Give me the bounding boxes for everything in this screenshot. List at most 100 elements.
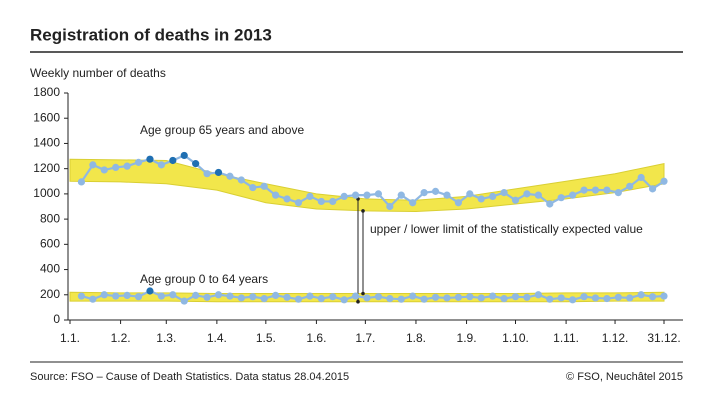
- data-point: [386, 202, 394, 211]
- data-point: [431, 293, 440, 301]
- data-point: [409, 199, 417, 207]
- copyright: © FSO, Neuchâtel 2015: [566, 371, 683, 383]
- data-point: [283, 195, 291, 203]
- data-point: [214, 291, 223, 299]
- data-point: [523, 190, 531, 198]
- data-point: [374, 190, 383, 198]
- x-tick-label: 1.5.: [256, 331, 276, 345]
- data-point: [260, 294, 268, 303]
- data-point: [100, 291, 108, 299]
- data-point: [614, 293, 622, 301]
- data-point: [569, 296, 577, 304]
- data-point: [648, 293, 657, 301]
- data-point: [214, 168, 223, 177]
- data-point: [306, 292, 314, 300]
- data-point: [157, 161, 165, 169]
- chart-title: Registration of deaths in 2013: [30, 25, 272, 44]
- data-point: [123, 162, 131, 170]
- data-point: [569, 191, 577, 199]
- data-point: [500, 294, 508, 303]
- data-point: [637, 173, 645, 182]
- data-point: [420, 295, 428, 303]
- data-point: [180, 297, 188, 305]
- data-point: [317, 294, 325, 303]
- x-tick-label: 1.11.: [553, 331, 579, 345]
- data-point: [489, 292, 497, 300]
- data-point: [523, 293, 531, 301]
- data-point: [591, 294, 600, 302]
- data-point: [203, 293, 211, 301]
- data-point: [272, 191, 280, 199]
- x-tick-label: 1.2.: [111, 331, 131, 345]
- data-point: [477, 294, 485, 302]
- data-point: [351, 292, 360, 300]
- data-point: [409, 292, 417, 300]
- y-tick-label: 800: [40, 211, 60, 225]
- data-point: [249, 183, 257, 192]
- data-point: [466, 293, 474, 301]
- y-tick-label: 1800: [33, 85, 60, 99]
- data-point: [546, 200, 554, 208]
- data-point: [157, 292, 165, 300]
- data-point: [603, 294, 611, 303]
- limit-indicator-end: [361, 209, 365, 213]
- data-point: [146, 155, 154, 163]
- data-point: [134, 158, 143, 166]
- data-point: [443, 191, 451, 199]
- data-point: [351, 191, 360, 199]
- data-point: [637, 291, 645, 299]
- data-point: [431, 187, 440, 195]
- x-tick-label: 1.10.: [502, 331, 529, 345]
- data-point: [443, 294, 451, 302]
- x-tick-label: 1.7.: [355, 331, 375, 345]
- y-tick-label: 1200: [33, 161, 60, 175]
- data-point: [260, 182, 268, 190]
- data-point: [374, 293, 383, 301]
- data-point: [112, 292, 120, 300]
- source: Source: FSO – Cause of Death Statistics.…: [30, 371, 349, 383]
- data-point: [420, 189, 428, 197]
- data-point: [123, 291, 131, 300]
- data-point: [580, 293, 588, 301]
- data-point: [511, 196, 520, 204]
- data-point: [660, 177, 668, 185]
- data-point: [534, 291, 542, 299]
- data-point: [397, 191, 405, 199]
- data-point: [340, 192, 348, 201]
- data-point: [317, 197, 325, 206]
- limit-indicator-end: [356, 299, 360, 304]
- data-point: [77, 178, 86, 186]
- data-point: [626, 182, 634, 190]
- data-point: [466, 190, 474, 198]
- series-label: Age group 65 years and above: [140, 123, 304, 137]
- data-point: [306, 192, 314, 201]
- data-point: [249, 293, 257, 301]
- data-point: [329, 197, 337, 206]
- x-tick-label: 1.8.: [406, 331, 426, 345]
- data-point: [134, 293, 143, 301]
- data-point: [294, 295, 303, 303]
- data-point: [89, 161, 97, 169]
- annotation: upper / lower limit of the statistically…: [370, 222, 643, 236]
- data-point: [500, 189, 508, 197]
- data-point: [192, 291, 200, 300]
- data-point: [397, 295, 405, 303]
- data-point: [169, 156, 177, 165]
- y-tick-label: 200: [40, 287, 60, 301]
- data-point: [329, 293, 337, 301]
- data-point: [146, 287, 154, 295]
- y-tick-label: 1400: [33, 136, 60, 150]
- x-tick-label: 1.4.: [207, 331, 227, 345]
- data-point: [237, 176, 245, 184]
- data-point: [192, 160, 200, 168]
- data-point: [272, 291, 280, 300]
- data-point: [363, 191, 371, 199]
- y-tick-label: 0: [53, 312, 60, 326]
- data-point: [226, 292, 234, 300]
- data-point: [648, 185, 657, 193]
- data-point: [546, 295, 554, 303]
- y-axis-label: Weekly number of deaths: [30, 66, 166, 80]
- x-tick-label: 31.12.: [647, 331, 680, 345]
- series-line: [80, 154, 665, 209]
